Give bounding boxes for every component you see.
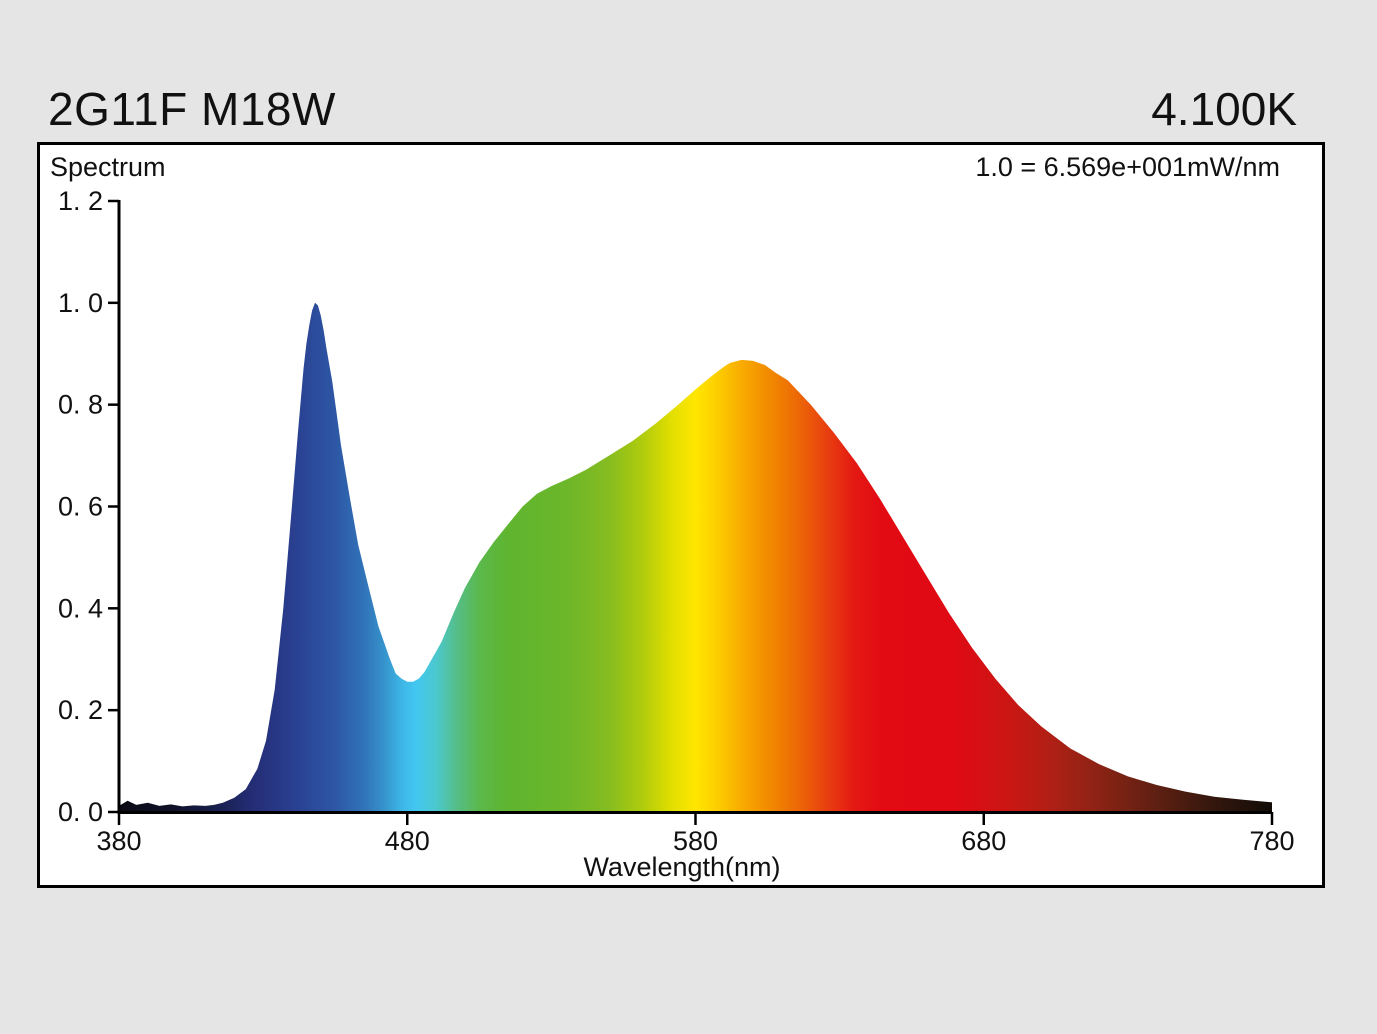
axes <box>108 199 1274 825</box>
x-axis-title: Wavelength(nm) <box>583 852 780 882</box>
scale-annotation: 1.0 = 6.569e+001mW/nm <box>975 152 1280 182</box>
y-tick-label: 0. 6 <box>58 491 103 521</box>
tick-labels: 0. 0 0. 2 0. 4 0. 6 0. 8 1. 0 1. 2 380 480 580 680… <box>58 186 1295 882</box>
y-tick-label: 0. 8 <box>58 390 103 420</box>
spectrum-plot: 0. 0 0. 2 0. 4 0. 6 0. 8 1. 0 1. 2 380 480 580 680… <box>58 186 1295 882</box>
chart-title: Spectrum <box>50 152 166 182</box>
x-tick-label: 380 <box>96 826 141 856</box>
page-title-model: 2G11F M18W <box>48 83 336 135</box>
y-tick-label: 0. 2 <box>58 695 103 725</box>
y-tick-label: 1. 0 <box>58 288 103 318</box>
x-tick-label: 580 <box>673 826 718 856</box>
y-tick-label: 0. 4 <box>58 593 103 623</box>
x-tick-label: 780 <box>1249 826 1294 856</box>
y-tick-label: 1. 2 <box>58 186 103 216</box>
y-tick-label: 0. 0 <box>58 797 103 827</box>
x-tick-label: 680 <box>961 826 1006 856</box>
spectrum-area <box>119 302 1272 812</box>
page-title-color-temperature: 4.100K <box>1151 83 1297 135</box>
x-tick-label: 480 <box>385 826 430 856</box>
